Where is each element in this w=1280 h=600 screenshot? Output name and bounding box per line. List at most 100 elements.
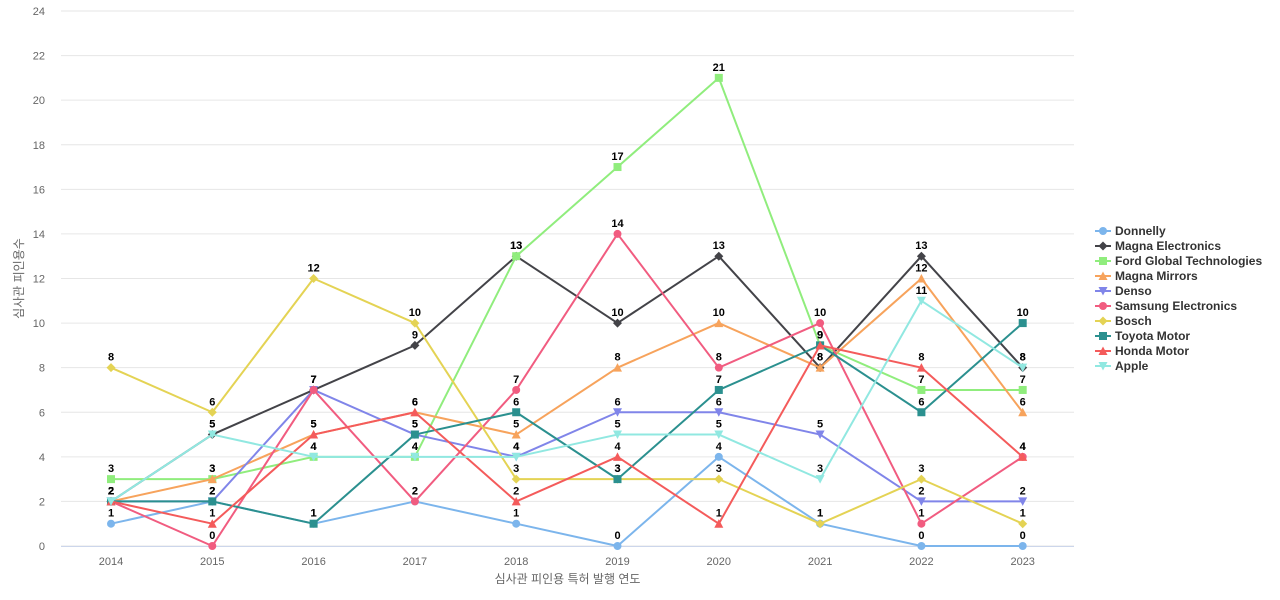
data-label: 4 [311, 441, 318, 453]
x-tick-label: 2018 [504, 556, 528, 568]
legend-label: Toyota Motor [1115, 329, 1190, 343]
data-label: 3 [614, 463, 620, 475]
data-label: 17 [611, 151, 623, 163]
legend-item[interactable]: Magna Mirrors [1095, 269, 1198, 283]
legend-swatch-marker [1098, 316, 1108, 326]
data-label: 8 [918, 352, 924, 364]
legend-label: Denso [1115, 284, 1152, 298]
data-point [208, 497, 217, 506]
data-label: 4 [311, 441, 318, 453]
data-label: 10 [1017, 307, 1029, 319]
data-label: 7 [311, 374, 317, 386]
legend-item[interactable]: Toyota Motor [1095, 329, 1190, 343]
data-point [309, 452, 319, 462]
data-label: 1 [108, 508, 114, 520]
data-label: 12 [307, 263, 319, 275]
data-label: 0 [1020, 530, 1026, 542]
data-point [512, 385, 521, 394]
data-label: 7 [311, 374, 317, 386]
data-label: 8 [817, 352, 823, 364]
data-label: 2 [513, 485, 519, 497]
data-label: 4 [412, 441, 419, 453]
data-point [309, 385, 318, 394]
data-label: 13 [510, 240, 522, 252]
data-label: 2 [918, 485, 924, 497]
data-point [613, 408, 622, 417]
legend-item[interactable]: Ford Global Technologies [1095, 254, 1262, 268]
data-label: 7 [513, 374, 519, 386]
data-label: 1 [1020, 508, 1026, 520]
data-label: 3 [209, 463, 215, 475]
data-label: 4 [716, 441, 723, 453]
data-point [815, 519, 825, 529]
data-point [207, 519, 217, 528]
legend-item[interactable]: Bosch [1095, 314, 1152, 328]
data-label: 8 [614, 352, 620, 364]
legend-label: Ford Global Technologies [1115, 254, 1262, 268]
series-magna-electronics [106, 251, 1028, 506]
legend-label: Apple [1115, 359, 1149, 373]
y-tick-label: 2 [39, 496, 45, 508]
legend-label: Magna Electronics [1115, 239, 1221, 253]
data-label: 7 [918, 374, 924, 386]
data-point [613, 363, 622, 372]
data-point [511, 474, 521, 484]
data-point [511, 452, 521, 462]
legend-swatch-marker [1098, 287, 1108, 296]
data-point [916, 274, 926, 283]
data-label: 4 [412, 441, 419, 453]
data-label: 4 [513, 441, 520, 453]
data-point [511, 496, 521, 506]
legend-item[interactable]: Honda Motor [1095, 344, 1189, 358]
data-label: 1 [817, 508, 823, 520]
data-point [816, 319, 825, 328]
legend-item[interactable]: Donnelly [1095, 224, 1166, 238]
legend-swatch-marker [1099, 302, 1107, 310]
data-point [1018, 385, 1027, 394]
legend-item[interactable]: Apple [1095, 359, 1149, 373]
data-label: 13 [713, 240, 725, 252]
series-line [110, 232, 1024, 547]
data-point [410, 452, 420, 462]
data-label: 2 [1020, 485, 1026, 497]
data-label: 2 [108, 485, 114, 497]
x-tick-label: 2019 [605, 556, 629, 568]
data-point [410, 497, 419, 506]
data-label: 1 [311, 508, 317, 520]
x-tick-label: 2015 [200, 556, 224, 568]
data-label: 2 [108, 485, 114, 497]
series-layer [106, 73, 1028, 550]
data-point [410, 340, 420, 350]
series-line [110, 344, 1024, 525]
data-label: 9 [817, 329, 823, 341]
data-label: 8 [108, 352, 114, 364]
data-label: 3 [918, 463, 924, 475]
y-tick-label: 18 [33, 140, 45, 152]
data-label: 6 [918, 396, 924, 408]
data-point [107, 475, 115, 484]
data-label: 3 [716, 463, 722, 475]
data-point [916, 497, 926, 506]
data-point [613, 475, 622, 484]
data-label: 4 [1020, 441, 1027, 453]
x-tick-label: 2023 [1010, 556, 1034, 568]
data-point [511, 430, 521, 439]
data-label: 21 [713, 62, 725, 74]
legend-swatch-marker [1099, 227, 1107, 235]
data-point [916, 474, 926, 484]
data-label: 10 [713, 307, 725, 319]
data-label: 12 [915, 263, 927, 275]
data-point [1018, 319, 1027, 328]
y-axis-title: 심사관 피인용수 [12, 238, 26, 319]
y-tick-label: 16 [33, 184, 45, 196]
legend-swatch-marker [1098, 241, 1108, 251]
y-tick-label: 10 [33, 318, 45, 330]
data-label: 0 [918, 530, 924, 542]
legend-item[interactable]: Samsung Electronics [1095, 299, 1237, 313]
legend-item[interactable]: Magna Electronics [1095, 239, 1221, 253]
legend-swatch-marker [1099, 332, 1107, 340]
data-point [613, 452, 622, 461]
legend-item[interactable]: Denso [1095, 284, 1152, 298]
data-point [1018, 363, 1028, 373]
series-line [110, 299, 1024, 503]
